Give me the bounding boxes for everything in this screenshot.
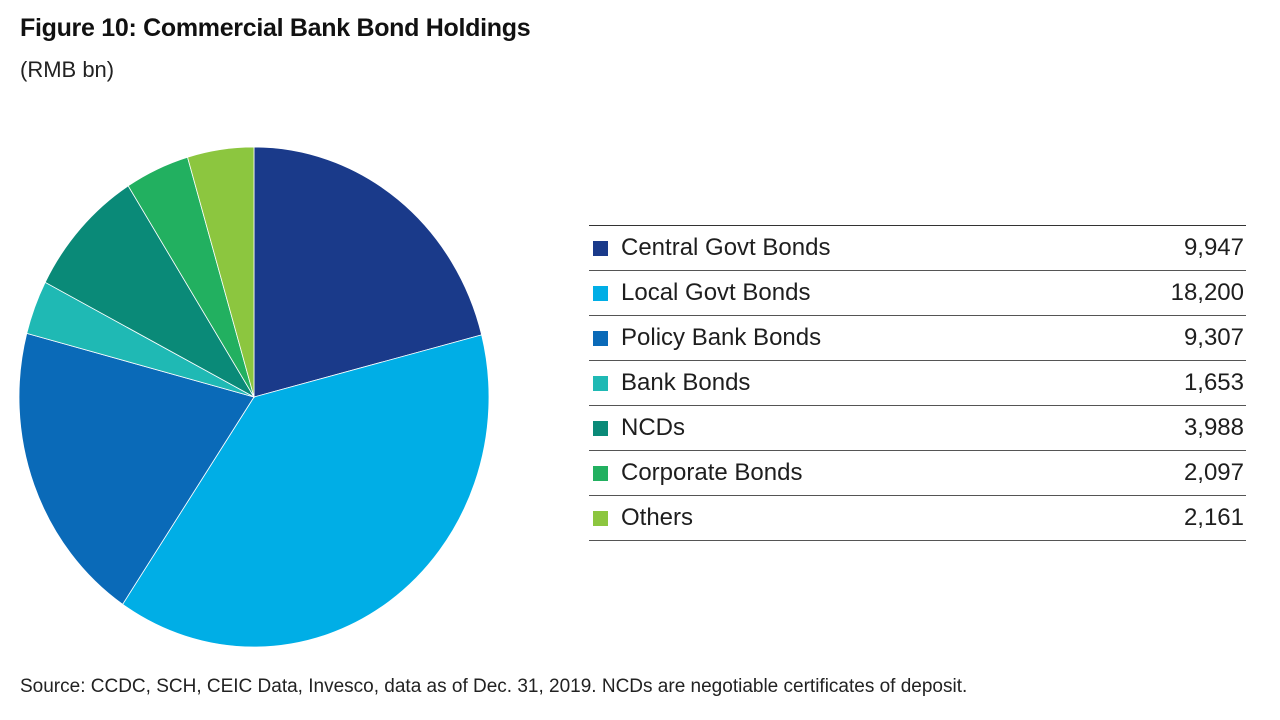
pie-slice-central-govt-bonds xyxy=(253,146,483,398)
legend-swatch xyxy=(593,330,608,346)
chart-subtitle: (RMB bn) xyxy=(20,57,115,82)
pie-slice-others xyxy=(187,146,255,398)
chart-title: Figure 10: Commercial Bank Bond Holdings xyxy=(20,14,531,42)
legend-label: NCDs xyxy=(621,414,685,441)
legend-value: 2,097 xyxy=(1183,459,1244,486)
legend-swatch xyxy=(593,510,608,526)
legend-row-others: Others 2,161 xyxy=(589,496,1246,541)
legend-swatch xyxy=(593,285,608,301)
legend-row-bank-bonds: Bank Bonds 1,653 xyxy=(589,361,1246,406)
legend-swatch xyxy=(593,420,608,436)
pie-slice-policy-bank-bonds xyxy=(18,332,255,605)
legend-value: 2,161 xyxy=(1183,504,1244,531)
legend-value: 9,947 xyxy=(1183,234,1244,261)
legend-swatch xyxy=(593,375,608,391)
legend-label: Others xyxy=(621,504,694,531)
legend-label: Local Govt Bonds xyxy=(621,279,811,306)
pie-chart xyxy=(18,145,492,649)
legend-swatch xyxy=(593,465,608,481)
legend-value: 3,988 xyxy=(1183,414,1244,441)
legend-row-corporate-bonds: Corporate Bonds 2,097 xyxy=(589,451,1246,496)
legend-value: 1,653 xyxy=(1183,369,1244,396)
legend-row-policy-bank-bonds: Policy Bank Bonds 9,307 xyxy=(589,316,1246,361)
legend-row-ncds: NCDs 3,988 xyxy=(589,406,1246,451)
legend-value: 9,307 xyxy=(1183,324,1244,351)
legend-value: 18,200 xyxy=(1170,279,1244,306)
legend-label: Bank Bonds xyxy=(621,369,751,396)
pie-slice-ncds xyxy=(44,185,256,399)
legend-label: Policy Bank Bonds xyxy=(621,324,822,351)
legend-label: Corporate Bonds xyxy=(621,459,803,486)
legend-swatch xyxy=(593,240,608,256)
pie-svg xyxy=(18,146,490,648)
legend-row-central-govt-bonds: Central Govt Bonds 9,947 xyxy=(589,226,1246,271)
legend-row-local-govt-bonds: Local Govt Bonds 18,200 xyxy=(589,271,1246,316)
legend-label: Central Govt Bonds xyxy=(621,234,831,261)
pie-slice-local-govt-bonds xyxy=(122,334,490,648)
legend-table: Central Govt Bonds 9,947 Local Govt Bonds 1… xyxy=(589,225,1246,541)
source-note: Source: CCDC, SCH, CEIC Data, Invesco, d… xyxy=(20,676,968,697)
